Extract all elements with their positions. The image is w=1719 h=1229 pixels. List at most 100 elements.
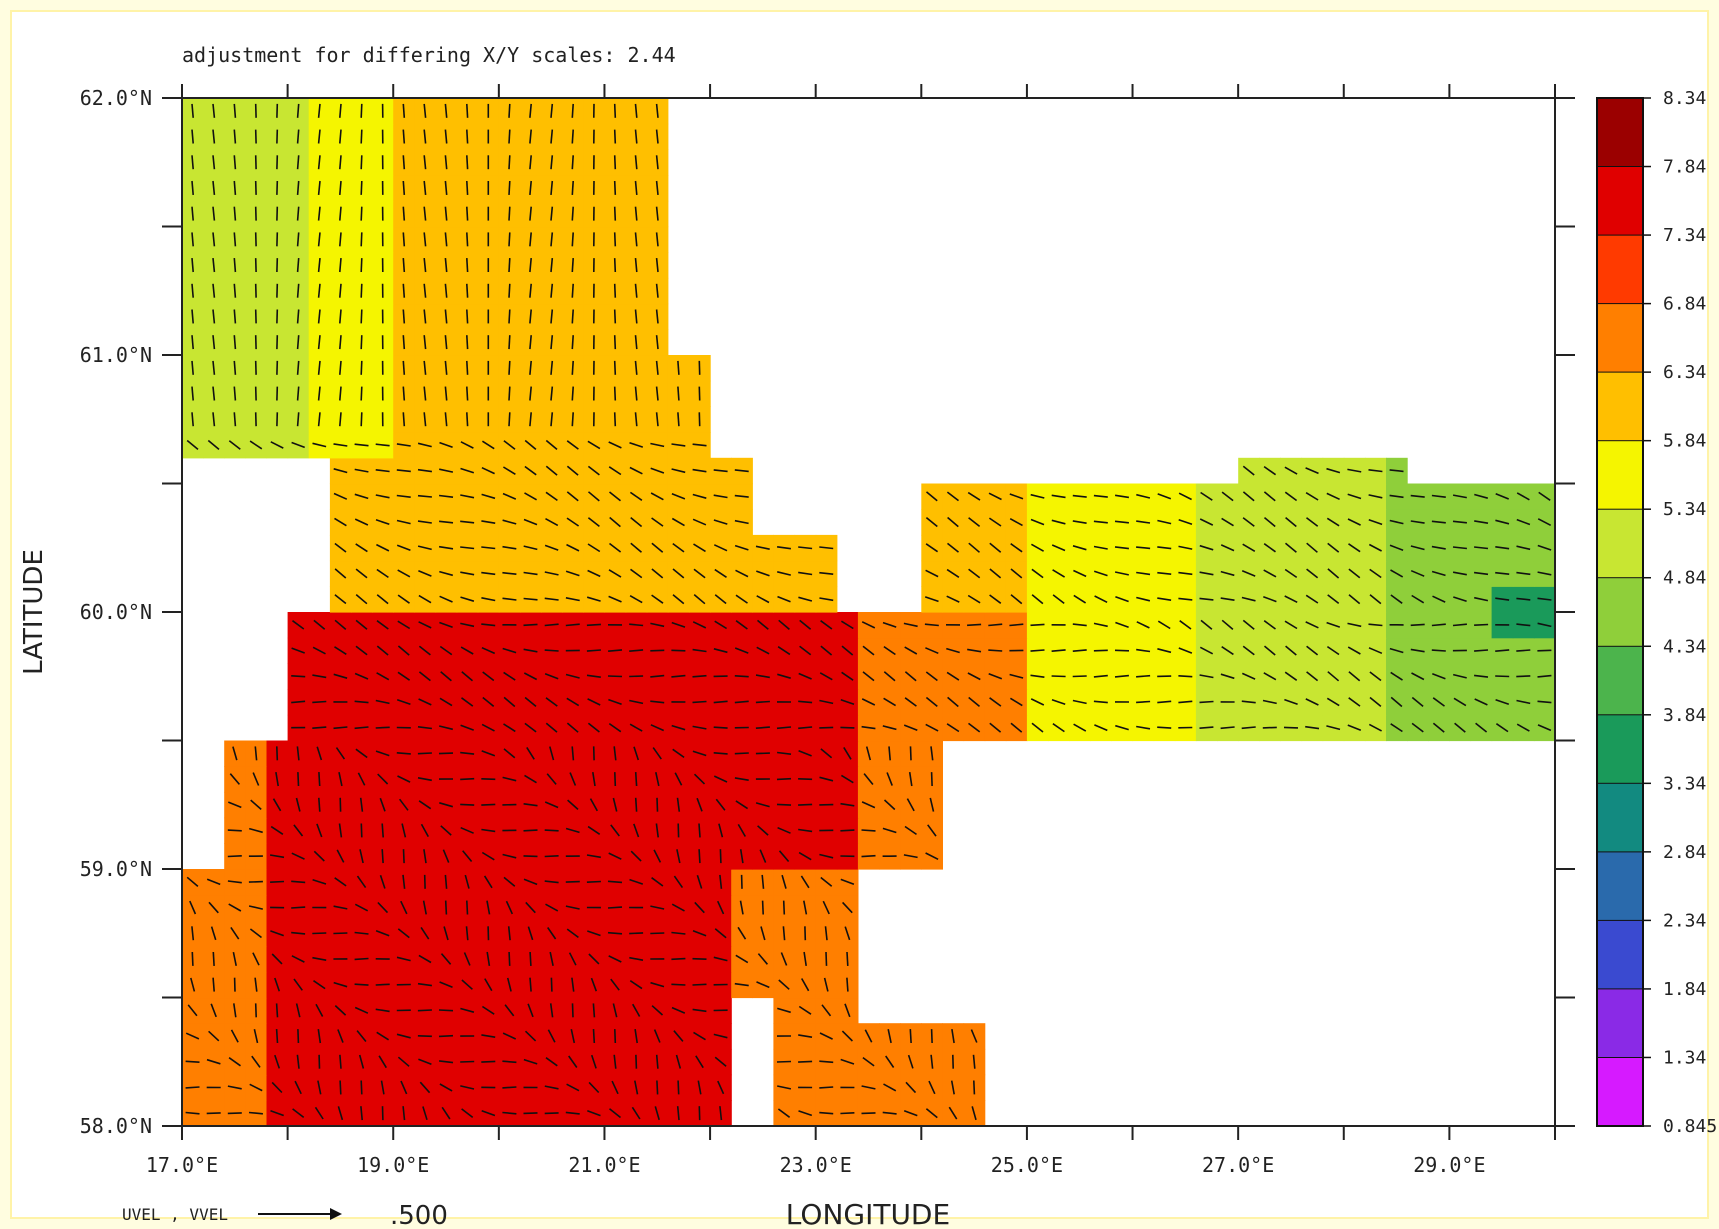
velocity-vector xyxy=(1242,465,1255,476)
velocity-vector xyxy=(819,776,834,782)
velocity-vector xyxy=(402,258,406,273)
velocity-vector xyxy=(444,360,448,375)
velocity-vector xyxy=(840,878,855,886)
colorbar-swatch xyxy=(1596,440,1644,511)
velocity-vector xyxy=(714,568,727,578)
velocity-vector xyxy=(925,1108,938,1119)
velocity-vector xyxy=(274,1054,281,1069)
velocity-vector xyxy=(1136,493,1151,499)
velocity-vector xyxy=(861,1085,876,1090)
velocity-vector xyxy=(713,648,728,654)
velocity-vector xyxy=(417,494,432,498)
velocity-vector xyxy=(1157,648,1172,654)
velocity-vector xyxy=(317,258,321,273)
velocity-vector xyxy=(1326,517,1340,527)
velocity-vector xyxy=(460,494,475,499)
velocity-vector xyxy=(380,1080,385,1095)
velocity-vector xyxy=(925,852,939,861)
velocity-vector xyxy=(671,443,686,447)
velocity-vector xyxy=(544,544,559,551)
velocity-vector xyxy=(798,672,812,680)
velocity-vector xyxy=(713,469,728,473)
velocity-vector xyxy=(968,542,981,553)
velocity-vector xyxy=(291,852,305,860)
velocity-vector xyxy=(861,621,876,629)
velocity-vector xyxy=(1305,492,1319,501)
velocity-vector xyxy=(484,978,493,992)
velocity-vector xyxy=(1157,519,1172,525)
velocity-vector xyxy=(439,645,453,656)
velocity-vector xyxy=(672,542,685,553)
velocity-vector xyxy=(967,491,981,501)
velocity-vector xyxy=(761,900,764,915)
velocity-vector xyxy=(233,386,237,401)
velocity-vector xyxy=(228,903,242,912)
velocity-vector xyxy=(861,829,876,832)
velocity-vector xyxy=(550,335,554,350)
velocity-vector xyxy=(671,649,686,652)
velocity-vector xyxy=(1284,568,1298,579)
velocity-vector xyxy=(1516,492,1530,501)
colorbar-swatch xyxy=(1596,166,1644,236)
velocity-vector xyxy=(1220,570,1235,577)
velocity-vector xyxy=(529,180,532,195)
colorbar-swatch xyxy=(1596,645,1644,716)
velocity-vector xyxy=(1136,648,1151,653)
velocity-vector xyxy=(904,671,917,682)
velocity-vector xyxy=(1199,571,1214,576)
velocity-vector xyxy=(587,930,601,937)
velocity-vector xyxy=(420,926,430,940)
velocity-vector xyxy=(359,797,364,812)
velocity-vector xyxy=(420,823,430,837)
x-axis-label: LONGITUDE xyxy=(786,1198,950,1229)
velocity-vector xyxy=(317,206,321,221)
velocity-vector xyxy=(971,1106,977,1121)
velocity-vector xyxy=(799,645,812,656)
velocity-vector xyxy=(1073,594,1087,604)
velocity-vector xyxy=(360,180,363,195)
velocity-vector xyxy=(1199,646,1214,655)
velocity-vector xyxy=(550,129,554,144)
velocity-vector xyxy=(1368,543,1382,552)
velocity-vector xyxy=(502,492,517,500)
velocity-vector xyxy=(271,953,283,965)
velocity-vector xyxy=(696,874,703,889)
velocity-vector xyxy=(1200,491,1213,501)
velocity-vector xyxy=(423,258,427,273)
velocity-vector xyxy=(1052,723,1065,733)
x-tick-label: 25.0°E xyxy=(991,1153,1063,1177)
velocity-vector xyxy=(1242,619,1255,630)
velocity-vector xyxy=(423,849,427,864)
velocity-vector xyxy=(544,801,559,809)
velocity-vector xyxy=(629,699,644,705)
velocity-vector xyxy=(1452,494,1467,499)
velocity-vector xyxy=(376,568,389,579)
velocity-vector xyxy=(656,1080,659,1095)
velocity-vector xyxy=(1284,491,1298,502)
velocity-vector xyxy=(565,827,580,834)
velocity-vector xyxy=(613,232,617,247)
velocity-vector xyxy=(735,620,748,630)
velocity-vector xyxy=(713,544,728,552)
velocity-vector xyxy=(545,1057,558,1067)
velocity-vector xyxy=(233,335,237,350)
velocity-vector xyxy=(756,619,769,630)
velocity-vector xyxy=(191,283,194,298)
velocity-vector xyxy=(655,283,659,298)
velocity-vector xyxy=(1327,568,1340,579)
velocity-vector xyxy=(756,570,770,577)
velocity-vector xyxy=(1495,519,1510,525)
velocity-vector xyxy=(212,103,216,118)
velocity-vector xyxy=(1010,568,1023,579)
velocity-vector xyxy=(1030,623,1045,627)
colorbar-swatch xyxy=(1596,508,1644,579)
velocity-vector xyxy=(840,829,855,832)
velocity-vector xyxy=(444,386,448,401)
velocity-vector xyxy=(317,103,321,118)
velocity-vector xyxy=(608,698,622,706)
velocity-vector xyxy=(651,877,664,887)
velocity-vector xyxy=(882,621,897,628)
velocity-vector xyxy=(333,932,348,935)
velocity-vector xyxy=(502,1060,517,1064)
